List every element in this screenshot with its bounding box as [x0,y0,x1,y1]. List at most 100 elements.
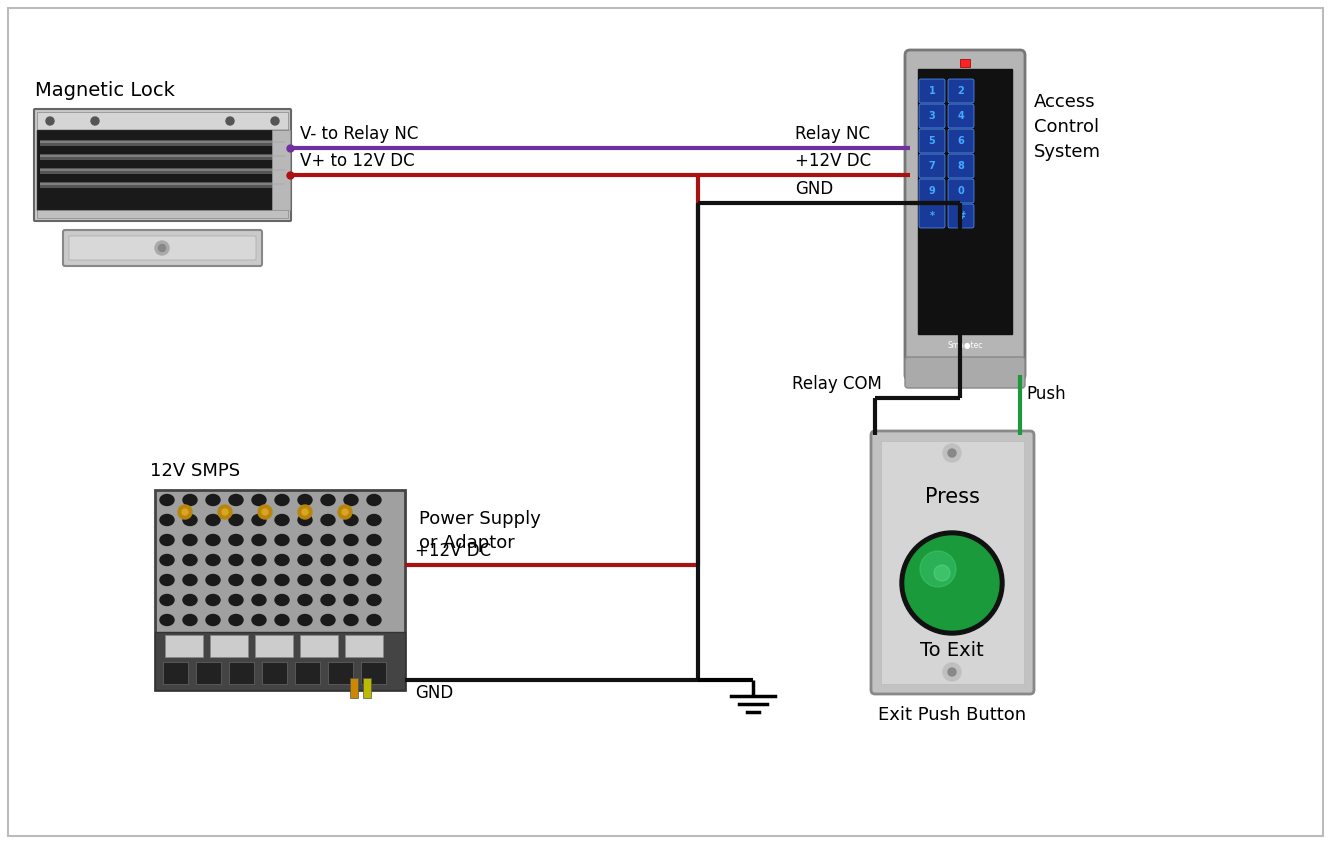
Ellipse shape [160,594,174,605]
Bar [162,662,188,684]
Circle shape [934,565,950,581]
Circle shape [948,449,956,457]
Bar [262,662,287,684]
Text: V+ to 12V DC: V+ to 12V DC [299,152,415,170]
Bar [229,662,254,684]
Ellipse shape [182,614,197,625]
Bar [363,678,371,698]
FancyBboxPatch shape [948,79,974,103]
Ellipse shape [206,575,220,586]
Ellipse shape [229,515,244,526]
Ellipse shape [367,495,381,506]
Ellipse shape [276,495,289,506]
Ellipse shape [343,534,358,545]
Bar [154,490,405,690]
Ellipse shape [276,614,289,625]
Text: 3: 3 [929,111,936,121]
Circle shape [942,444,961,462]
Ellipse shape [321,575,335,586]
Bar [37,112,287,130]
Bar [918,69,1012,334]
Ellipse shape [182,534,197,545]
Ellipse shape [343,575,358,586]
Ellipse shape [298,614,311,625]
Ellipse shape [367,515,381,526]
Ellipse shape [206,534,220,545]
Ellipse shape [229,555,244,565]
Circle shape [226,117,234,125]
Bar [960,59,970,67]
Ellipse shape [367,594,381,605]
Text: V- to Relay NC: V- to Relay NC [299,125,418,143]
Ellipse shape [160,575,174,586]
Bar [37,210,287,218]
Ellipse shape [252,495,266,506]
Circle shape [298,505,311,519]
Bar [40,154,285,160]
Bar [881,441,1024,684]
Text: #: # [957,211,965,221]
Circle shape [47,117,55,125]
Bar [256,635,293,657]
Bar [272,130,290,210]
Text: GND: GND [415,684,454,702]
Ellipse shape [343,555,358,565]
Circle shape [158,245,165,252]
Text: 1: 1 [929,86,936,96]
Bar [299,635,338,657]
Text: 5: 5 [929,136,936,146]
Ellipse shape [321,515,335,526]
Bar [40,155,285,157]
Ellipse shape [276,515,289,526]
Text: 12V SMPS: 12V SMPS [150,462,240,480]
Circle shape [262,509,268,515]
Ellipse shape [276,594,289,605]
Text: Sma●tec: Sma●tec [948,340,982,349]
Ellipse shape [298,495,311,506]
Ellipse shape [252,575,266,586]
Circle shape [91,117,98,125]
Circle shape [342,509,347,515]
Circle shape [272,117,280,125]
Ellipse shape [182,594,197,605]
FancyBboxPatch shape [948,179,974,203]
Circle shape [258,505,272,519]
Text: GND: GND [795,180,833,198]
Ellipse shape [229,575,244,586]
FancyBboxPatch shape [918,179,945,203]
Circle shape [900,531,1004,635]
Ellipse shape [276,555,289,565]
FancyBboxPatch shape [918,204,945,228]
Bar [165,635,204,657]
Ellipse shape [206,495,220,506]
Ellipse shape [229,534,244,545]
Circle shape [178,505,192,519]
Ellipse shape [160,614,174,625]
Ellipse shape [160,534,174,545]
Text: Magnetic Lock: Magnetic Lock [35,81,174,100]
FancyBboxPatch shape [948,204,974,228]
FancyBboxPatch shape [905,357,1025,388]
Text: Access
Control
System: Access Control System [1034,93,1101,161]
Circle shape [302,509,307,515]
Ellipse shape [182,495,197,506]
Circle shape [154,241,169,255]
Text: 2: 2 [957,86,965,96]
Ellipse shape [343,515,358,526]
Text: To Exit: To Exit [920,641,984,659]
Bar [37,130,287,210]
Ellipse shape [182,555,197,565]
Ellipse shape [321,534,335,545]
Text: 9: 9 [929,186,936,196]
Text: Relay NC: Relay NC [795,125,870,143]
Text: Push: Push [1026,385,1066,403]
Bar [40,168,285,174]
Text: +12V DC: +12V DC [795,152,870,170]
Ellipse shape [321,594,335,605]
Bar [154,632,405,690]
FancyBboxPatch shape [35,109,291,221]
Text: *: * [929,211,934,221]
Ellipse shape [182,515,197,526]
Bar [40,182,285,188]
Ellipse shape [321,555,335,565]
